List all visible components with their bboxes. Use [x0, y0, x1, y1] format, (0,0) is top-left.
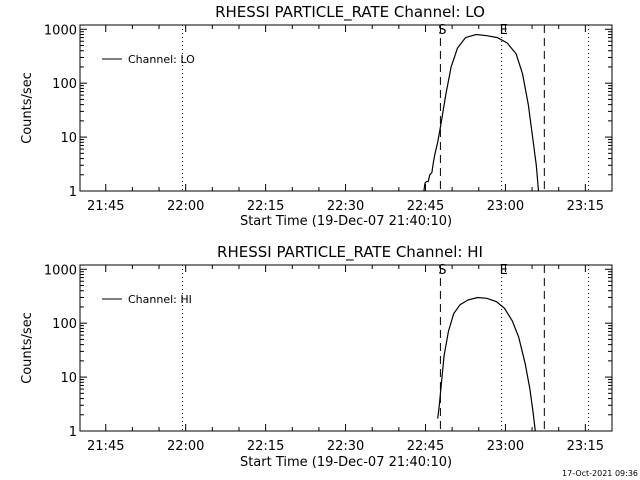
- x-axis-label: Start Time (19-Dec-07 21:40:10): [240, 214, 452, 229]
- chart-panel-0: RHESSI PARTICLE_RATE Channel: LO 21:45 22:…: [20, 3, 613, 229]
- footer-timestamp: 17-Oct-2021 09:36: [562, 469, 638, 478]
- y-tick-label: 10: [60, 131, 77, 146]
- x-tick-label: 22:15: [247, 199, 284, 214]
- y-tick-label: 1: [69, 425, 77, 440]
- y-tick-label: 10: [60, 371, 77, 386]
- chart-title: RHESSI PARTICLE_RATE Channel: HI: [217, 243, 483, 262]
- x-tick-label: 23:00: [487, 199, 524, 214]
- y-tick-label: 1000: [44, 263, 77, 278]
- y-axis-label: Counts/sec: [20, 312, 35, 384]
- x-tick-label: 22:00: [167, 199, 204, 214]
- time-marker-label: E: [500, 263, 508, 278]
- y-axis-label: Counts/sec: [20, 72, 35, 144]
- x-tick-label: 21:45: [87, 199, 124, 214]
- x-tick-label: 23:15: [567, 439, 604, 454]
- x-tick-label: 22:30: [327, 439, 364, 454]
- x-axis-label: Start Time (19-Dec-07 21:40:10): [240, 455, 452, 470]
- chart-panel-1: RHESSI PARTICLE_RATE Channel: HI 21:45 22:…: [20, 243, 613, 470]
- x-tick-label: 23:00: [487, 439, 524, 454]
- x-tick-label: 22:45: [407, 199, 444, 214]
- chart-title: RHESSI PARTICLE_RATE Channel: LO: [215, 3, 485, 22]
- time-marker-label: S: [438, 23, 446, 38]
- plot-frame: [79, 24, 613, 192]
- x-tick-label: 22:45: [407, 439, 444, 454]
- time-marker-label: S: [438, 263, 446, 278]
- x-tick-label: 22:00: [167, 439, 204, 454]
- series-line-0: [437, 296, 536, 432]
- x-tick-label: 22:15: [247, 439, 284, 454]
- x-tick-label: 21:45: [87, 439, 124, 454]
- time-marker-label: E: [500, 23, 508, 38]
- legend-label: Channel: LO: [128, 53, 195, 66]
- legend-label: Channel: HI: [128, 293, 192, 306]
- x-tick-label: 22:30: [327, 199, 364, 214]
- x-tick-label: 23:15: [567, 199, 604, 214]
- y-tick-label: 1: [69, 185, 77, 200]
- y-tick-label: 100: [52, 77, 77, 92]
- y-tick-label: 100: [52, 317, 77, 332]
- y-tick-label: 1000: [44, 23, 77, 38]
- series-line-0: [423, 33, 540, 192]
